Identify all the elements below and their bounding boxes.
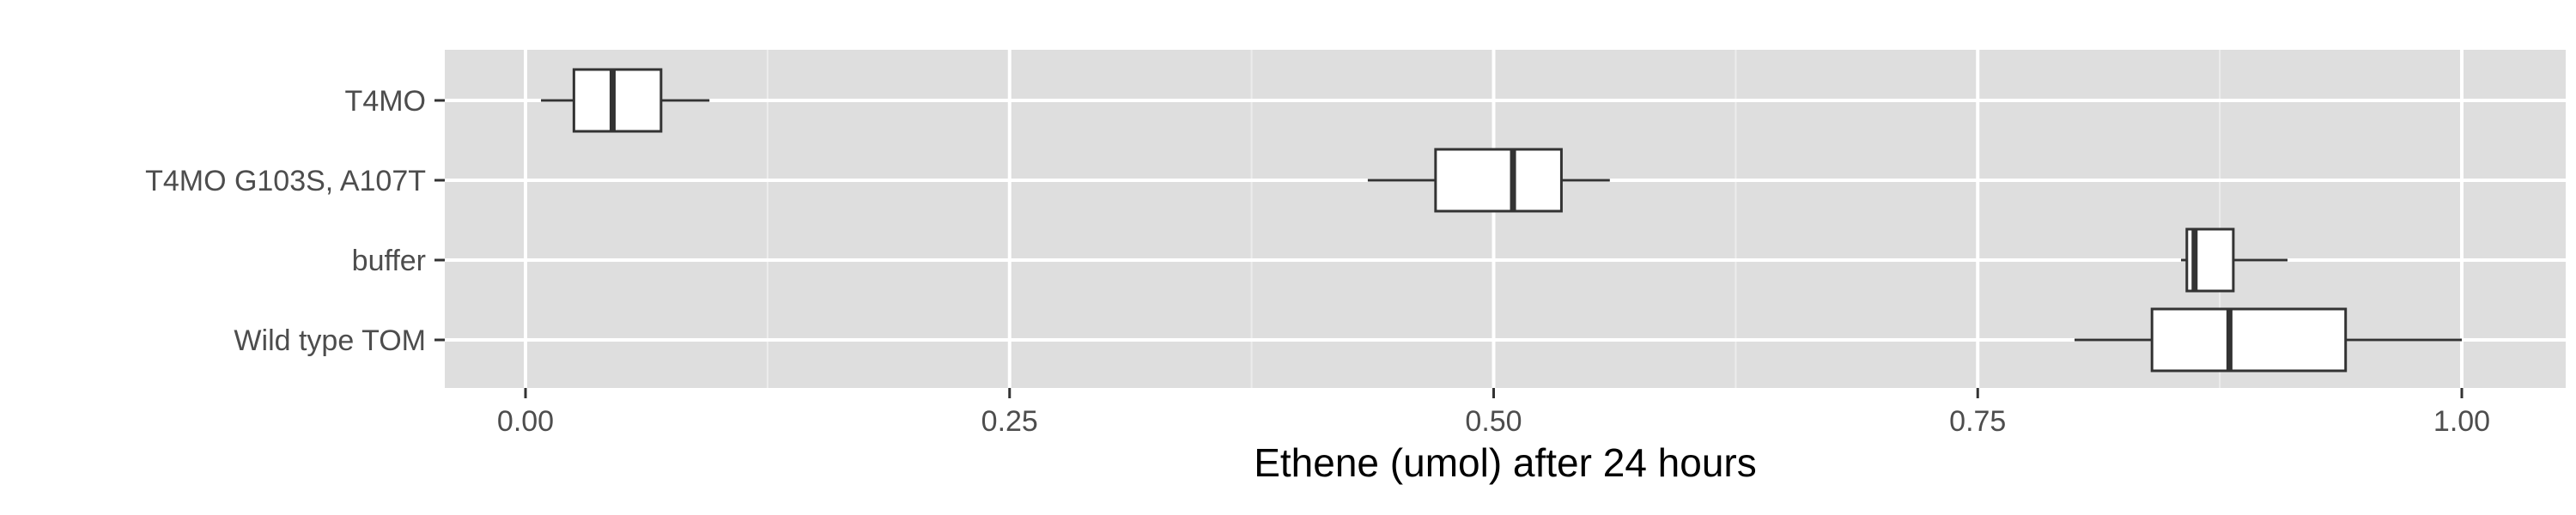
x-tick-label: 1.00 [2433,405,2490,438]
box-t4mo-g103s-a107t [1367,148,1610,213]
y-tick-label: Wild type TOM [234,324,426,357]
y-tick-label: buffer [352,245,426,277]
box-iqr [572,68,663,133]
y-axis: T4MO T4MO G103S, A107T buffer Wild type TOM [145,85,445,357]
box-t4mo [541,68,710,133]
y-tick-label: T4MO [345,85,426,118]
x-tick-label: 0.25 [981,405,1038,438]
box-iqr [1434,148,1563,213]
minor-gridlines [766,50,2221,388]
x-axis: 0.00 0.25 0.50 0.75 1.00 [497,388,2490,438]
x-tick-label: 0.50 [1465,405,1522,438]
box-buffer [2181,227,2288,293]
x-axis-title: Ethene (umol) after 24 hours [1254,440,1757,485]
x-tick-label: 0.00 [497,405,554,438]
box-series [541,68,2462,373]
box-wild-type-tom [2075,307,2462,373]
x-tick-label: 0.75 [1949,405,2006,438]
box-iqr [2150,307,2348,373]
y-tick-label: T4MO G103S, A107T [145,165,426,197]
